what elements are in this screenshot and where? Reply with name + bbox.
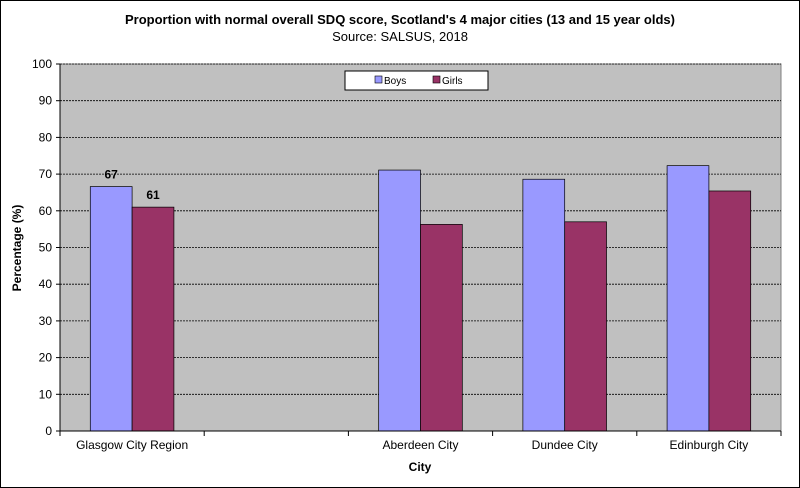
y-tick-label: 70 (39, 167, 53, 181)
x-tick-label: Glasgow City Region (76, 438, 188, 452)
data-label: 61 (146, 188, 160, 202)
x-axis-label: City (409, 460, 432, 474)
y-tick-label: 20 (39, 351, 53, 365)
bar-girls (708, 190, 752, 432)
y-tick-label: 50 (39, 241, 53, 255)
y-tick-label: 0 (45, 424, 52, 438)
legend-label-girls: Girls (442, 76, 463, 87)
y-tick-label: 80 (39, 130, 53, 144)
y-tick-label: 100 (32, 57, 52, 71)
bar-girls (131, 206, 175, 432)
chart-title: Proportion with normal overall SDQ score… (125, 12, 675, 27)
bar-boys (666, 165, 710, 432)
legend-label-boys: Boys (384, 76, 406, 87)
legend: Boys Girls (344, 70, 489, 91)
y-tick-label: 30 (39, 314, 53, 328)
legend-swatch-girls (432, 75, 441, 84)
legend-swatch-boys (374, 75, 383, 84)
x-tick-label: Edinburgh City (670, 438, 749, 452)
x-tick-label: Aberdeen City (382, 438, 458, 452)
legend-box (344, 70, 489, 91)
y-tick-label: 40 (39, 277, 53, 291)
data-label: 67 (105, 168, 119, 182)
y-axis-label: Percentage (%) (10, 205, 24, 292)
y-tick-label: 10 (39, 387, 53, 401)
bar-girls (420, 224, 463, 432)
y-tick-label: 90 (39, 94, 53, 108)
chart-subtitle: Source: SALSUS, 2018 (332, 29, 468, 44)
bar-boys (89, 186, 133, 432)
y-tick-label: 60 (39, 204, 53, 218)
bar-boys (378, 169, 421, 432)
bar-boys (522, 178, 566, 432)
bar-girls (564, 221, 607, 432)
x-tick-label: Dundee City (532, 438, 598, 452)
